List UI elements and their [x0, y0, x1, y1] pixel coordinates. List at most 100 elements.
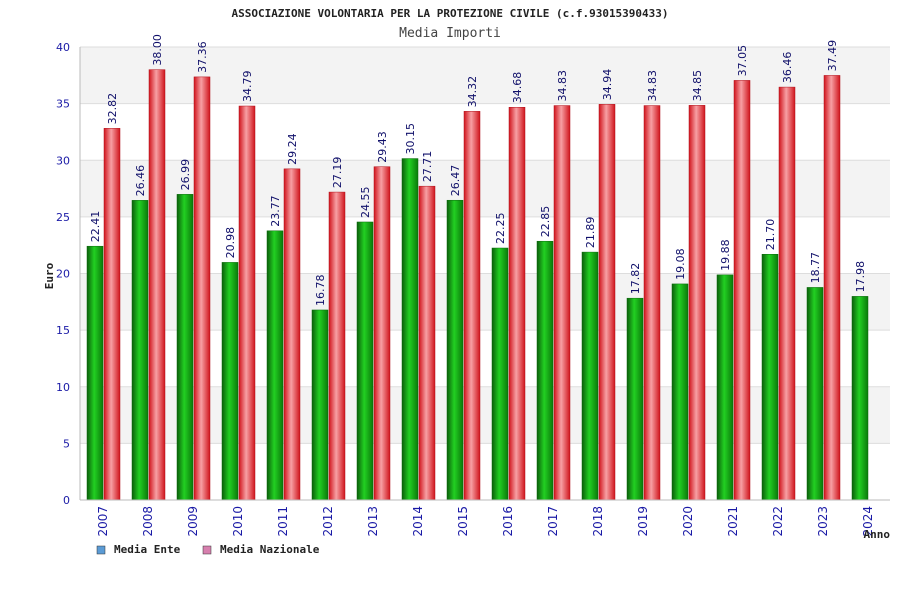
plot-area: [80, 47, 890, 500]
data-label: 34.83: [646, 70, 659, 102]
data-label: 21.70: [764, 219, 777, 251]
y-tick-label: 40: [56, 41, 70, 54]
x-tick-label: 2022: [771, 506, 785, 537]
x-tick-label: 2017: [546, 506, 560, 537]
y-tick-label: 10: [56, 381, 70, 394]
bar-media-ente: [311, 309, 329, 501]
data-label: 34.32: [466, 76, 479, 108]
bar-media-nazionale: [328, 191, 346, 501]
data-label: 32.82: [106, 93, 119, 125]
plot-band: [80, 216, 890, 274]
data-label: 26.46: [134, 165, 147, 197]
plot-band: [80, 443, 890, 500]
x-tick-label: 2024: [861, 506, 875, 537]
x-tick-label: 2012: [321, 506, 335, 537]
data-label: 26.47: [449, 165, 462, 197]
x-tick-label: 2023: [816, 506, 830, 537]
bar-media-nazionale: [193, 76, 211, 501]
legend-label-media-ente: Media Ente: [114, 543, 181, 556]
data-label: 26.99: [179, 159, 192, 191]
chart-title: ASSOCIAZIONE VOLONTARIA PER LA PROTEZION…: [231, 7, 668, 20]
plot-band: [80, 160, 890, 217]
data-label: 24.55: [359, 186, 372, 218]
bar-media-ente: [131, 200, 149, 501]
data-label: 21.89: [584, 217, 597, 249]
bar-media-nazionale: [553, 105, 571, 501]
data-label: 17.98: [854, 261, 867, 293]
data-label: 29.24: [286, 133, 299, 165]
chart-subtitle: Media Importi: [399, 26, 501, 41]
bar-media-nazionale: [283, 168, 301, 501]
bar-media-ente: [446, 199, 464, 501]
data-label: 37.36: [196, 41, 209, 73]
data-label: 29.43: [376, 131, 389, 163]
plot-band: [80, 330, 890, 387]
bar-media-ente: [86, 245, 104, 501]
data-label: 27.19: [331, 157, 344, 189]
bar-media-nazionale: [688, 105, 706, 501]
bar-media-ente: [626, 297, 644, 501]
y-tick-label: 30: [56, 154, 70, 167]
data-label: 16.78: [314, 274, 327, 306]
data-label: 17.82: [629, 263, 642, 295]
data-label: 34.68: [511, 72, 524, 104]
y-tick-label: 35: [56, 98, 70, 111]
data-label: 36.46: [781, 52, 794, 84]
bar-media-ente: [491, 247, 509, 501]
x-tick-label: 2020: [681, 506, 695, 537]
x-tick-label: 2014: [411, 506, 425, 537]
x-tick-label: 2016: [501, 506, 515, 537]
x-axis-label: Anno: [864, 528, 891, 541]
y-tick-label: 5: [63, 437, 70, 450]
bar-media-ente: [851, 296, 869, 501]
y-tick-label: 20: [56, 268, 70, 281]
legend-swatch-media-ente: [96, 545, 106, 555]
bar-media-nazionale: [148, 69, 166, 501]
legend-label-media-nazionale: Media Nazionale: [220, 543, 320, 556]
bar-media-nazionale: [373, 166, 391, 501]
bar-media-ente: [356, 221, 374, 501]
bar-media-nazionale: [463, 111, 481, 501]
data-label: 18.77: [809, 252, 822, 284]
x-tick-label: 2009: [186, 506, 200, 537]
x-tick-label: 2019: [636, 506, 650, 537]
legend-swatch-media-nazionale: [202, 545, 212, 555]
y-axis-ticks: 0 5 10 15 20 25 30 35 40: [56, 41, 70, 507]
y-tick-label: 0: [63, 494, 70, 507]
bar-media-nazionale: [598, 104, 616, 501]
bar-media-nazionale: [508, 106, 526, 501]
bar-media-ente: [806, 287, 824, 501]
data-label: 38.00: [151, 34, 164, 66]
bar-media-ente: [581, 251, 599, 501]
data-label: 19.88: [719, 239, 732, 271]
data-label: 19.08: [674, 248, 687, 280]
plot-band: [80, 273, 890, 331]
bar-media-nazionale: [733, 80, 751, 501]
bar-media-ente: [401, 158, 419, 501]
legend: Media Ente Media Nazionale: [96, 543, 320, 556]
x-tick-label: 2015: [456, 506, 470, 537]
bar-media-ente: [716, 274, 734, 501]
x-tick-label: 2013: [366, 506, 380, 537]
bar-media-ente: [536, 240, 554, 501]
data-label: 23.77: [269, 195, 282, 227]
data-label: 34.79: [241, 71, 254, 103]
data-label: 34.83: [556, 70, 569, 102]
data-label: 34.94: [601, 69, 614, 101]
data-label: 22.85: [539, 206, 552, 238]
bar-media-nazionale: [238, 105, 256, 501]
bar-media-ente: [176, 194, 194, 501]
x-tick-label: 2008: [141, 506, 155, 537]
y-tick-label: 25: [56, 211, 70, 224]
bar-media-nazionale: [823, 75, 841, 501]
bar-media-ente: [221, 262, 239, 501]
x-tick-label: 2021: [726, 506, 740, 537]
plot-band: [80, 103, 890, 161]
bar-media-ente: [671, 283, 689, 501]
y-tick-label: 15: [56, 324, 70, 337]
bar-media-ente: [266, 230, 284, 501]
data-label: 20.98: [224, 227, 237, 259]
bar-media-nazionale: [103, 128, 121, 501]
bar-media-nazionale: [778, 86, 796, 501]
